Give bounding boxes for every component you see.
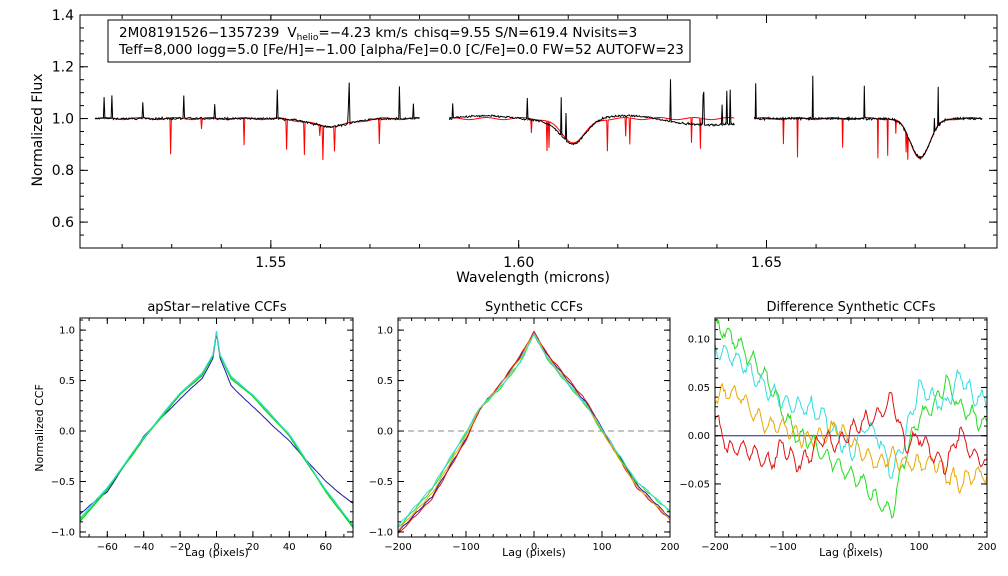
difference-ccf-x-axis-label: Lag (pixels) <box>819 546 883 559</box>
x-tick-label: −100 <box>769 542 796 553</box>
spectrum-axis-ticks: 1.55 1.60 1.65 0.6 0.8 1.0 1.2 1.4 <box>52 8 997 271</box>
apstar-ccf-x-axis-label: Lag (pixels) <box>185 546 249 559</box>
difference-ccf-title: Difference Synthetic CCFs <box>766 300 935 315</box>
y-tick-label: −0.05 <box>679 479 710 490</box>
ccf-series-line <box>714 343 988 479</box>
difference-ccf-panel: Difference Synthetic CCFs −200 −100 0 100 20… <box>679 300 996 559</box>
x-tick-label: 100 <box>909 542 928 553</box>
difference-ccf-curves <box>714 318 988 519</box>
apstar-ccf-curves <box>79 331 354 529</box>
y-tick-label: −0.5 <box>51 477 75 488</box>
x-tick-label: 0 <box>213 542 219 553</box>
vhelio-subscript: helio <box>297 33 319 43</box>
spectrum-panel: 1.55 1.60 1.65 0.6 0.8 1.0 1.2 1.4 Wavelength (… <box>30 8 998 286</box>
apstar-ccf-title: apStar−relative CCFs <box>147 300 287 315</box>
y-tick-label: 0.5 <box>377 376 393 387</box>
synthetic-ccf-x-axis-label: Lag (pixels) <box>502 546 566 559</box>
y-tick-label: −1.0 <box>369 527 393 538</box>
x-tick-label: 100 <box>592 542 611 553</box>
synthetic-ccf-panel: Synthetic CCFs −200 −100 0 100 200 −1.0 −0.5 0.… <box>369 300 680 559</box>
y-tick-label: 0.0 <box>59 427 75 438</box>
spectrum-y-axis-label: Normalized Flux <box>30 74 46 187</box>
ccf-series-line <box>397 330 671 534</box>
x-tick-label: −200 <box>384 542 411 553</box>
y-tick-label: 0.10 <box>688 335 710 346</box>
ccf-series-line <box>714 391 988 476</box>
y-tick-label: 0.8 <box>52 163 74 179</box>
ccf-series-line <box>397 332 671 527</box>
observed-spectrum-line <box>448 79 735 146</box>
vhelio-symbol: V <box>287 25 297 41</box>
spectrum-annotation-box <box>107 19 691 63</box>
spectrum-x-axis-label: Wavelength (microns) <box>456 270 610 286</box>
apstar-ccf-panel: apStar−relative CCFs −60 −40 −20 0 20 40 60 −1.… <box>33 300 354 559</box>
x-tick-label: 60 <box>319 542 332 553</box>
x-tick-label: −20 <box>170 542 191 553</box>
x-tick-label: −100 <box>452 542 479 553</box>
x-tick-label: 200 <box>660 542 679 553</box>
spectrum-annotation-line-1: 2M08191526−1357239 Vhelio=−4.23 km/s chisq… <box>119 25 637 43</box>
x-tick-label: 0 <box>848 542 854 553</box>
x-tick-label: −60 <box>97 542 118 553</box>
y-tick-label: −0.5 <box>369 477 393 488</box>
y-tick-label: 0.6 <box>52 215 74 231</box>
y-tick-label: −1.0 <box>51 527 75 538</box>
y-tick-label: 1.0 <box>52 111 74 127</box>
vhelio-value: =−4.23 km/s <box>318 25 408 41</box>
x-tick-label: 1.55 <box>255 255 286 271</box>
x-tick-label: 200 <box>977 542 996 553</box>
y-tick-label: 0.5 <box>59 376 75 387</box>
spectrum-curves <box>94 75 983 161</box>
y-tick-label: 1.4 <box>52 8 74 24</box>
y-tick-label: 1.2 <box>52 60 74 76</box>
star-id: 2M08191526−1357239 <box>119 25 279 41</box>
observed-spectrum-line <box>94 82 420 129</box>
spectrum-annotation-line-2: Teff=8,000 logg=5.0 [Fe/H]=−1.00 [alpha/… <box>118 42 684 58</box>
x-tick-label: 1.60 <box>503 255 534 271</box>
synthetic-model-line <box>449 117 735 152</box>
y-tick-label: 1.0 <box>377 326 393 337</box>
observed-spectrum-line <box>753 75 983 161</box>
x-tick-label: 40 <box>283 542 296 553</box>
x-tick-label: 1.65 <box>751 255 782 271</box>
y-tick-label: 0.0 <box>377 427 393 438</box>
synthetic-ccf-axis-ticks: −200 −100 0 100 200 −1.0 −0.5 0.0 0.5 1.0 <box>369 318 680 553</box>
y-tick-label: 1.0 <box>59 326 75 337</box>
x-tick-label: −200 <box>701 542 728 553</box>
difference-ccf-axis-ticks: −200 −100 0 100 200 −0.05 0.00 0.05 0.10 <box>679 318 997 553</box>
synthetic-ccf-title: Synthetic CCFs <box>485 300 583 315</box>
y-tick-label: 0.05 <box>688 383 710 394</box>
x-tick-label: 20 <box>247 542 260 553</box>
x-tick-label: 0 <box>531 542 537 553</box>
x-tick-label: −40 <box>133 542 154 553</box>
apstar-ccf-axis-ticks: −60 −40 −20 0 20 40 60 −1.0 −0.5 0.0 0.5 1.0 <box>51 318 353 553</box>
fit-statistics: chisq=9.55 S/N=619.4 Nvisits=3 <box>414 25 637 41</box>
ccf-series-line <box>79 331 354 526</box>
y-tick-label: 0.00 <box>688 431 710 442</box>
synthetic-ccf-curves <box>397 330 671 534</box>
apstar-ccf-y-axis-label: Normalized CCF <box>33 384 46 472</box>
